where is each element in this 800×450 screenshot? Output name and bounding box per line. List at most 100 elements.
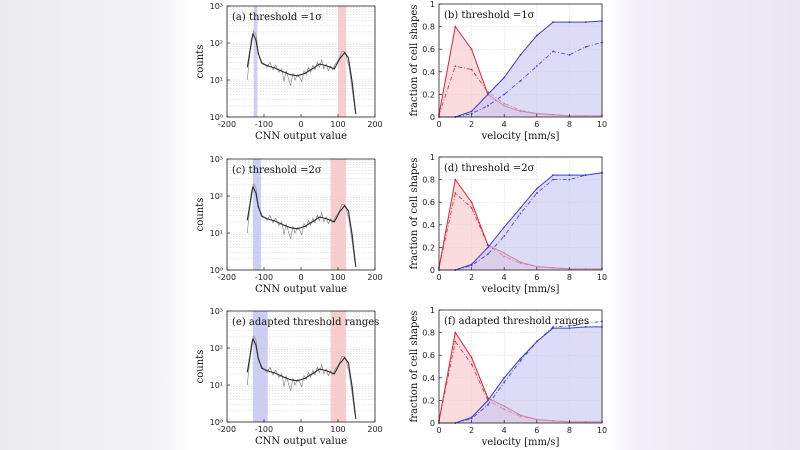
x-tick-label: 10 bbox=[597, 273, 607, 282]
data-point bbox=[584, 322, 587, 325]
panel-title: (d) threshold =2σ bbox=[444, 163, 535, 174]
data-point bbox=[568, 53, 571, 56]
y-tick-label: 0 bbox=[430, 419, 435, 428]
red-threshold-band bbox=[338, 6, 347, 117]
x-tick-label: 4 bbox=[502, 426, 507, 435]
x-tick-label: 0 bbox=[436, 273, 441, 282]
y-axis-label: fraction of cell shapes bbox=[409, 158, 420, 270]
y-tick-label: 0 bbox=[430, 266, 435, 275]
data-point bbox=[519, 206, 522, 209]
x-tick-label: -200 bbox=[218, 120, 236, 129]
data-point bbox=[535, 65, 538, 68]
x-tick-label: 0 bbox=[436, 120, 441, 129]
y-tick-label: 10⁰ bbox=[210, 266, 223, 275]
x-tick-label: -200 bbox=[218, 425, 236, 434]
x-tick-label: 10 bbox=[597, 426, 607, 435]
data-point bbox=[568, 178, 571, 181]
x-axis-label: CNN output value bbox=[255, 284, 347, 295]
y-tick-label: 10⁰ bbox=[210, 113, 223, 122]
red-area bbox=[439, 26, 602, 118]
x-tick-label: 8 bbox=[567, 273, 572, 282]
data-point bbox=[487, 104, 489, 107]
data-point bbox=[584, 46, 587, 48]
panel-title: (e) adapted threshold ranges bbox=[232, 317, 379, 328]
data-point bbox=[584, 326, 587, 328]
data-point bbox=[584, 174, 587, 176]
y-tick-label: 0.4 bbox=[422, 221, 435, 230]
y-tick-label: 0.8 bbox=[422, 329, 435, 338]
fit-curve bbox=[246, 186, 357, 268]
x-tick-label: 200 bbox=[367, 120, 382, 129]
x-tick-label: 100 bbox=[330, 425, 345, 434]
y-tick-label: 0.8 bbox=[422, 176, 435, 185]
y-tick-label: 0.2 bbox=[422, 90, 435, 99]
data-point bbox=[454, 331, 457, 334]
data-point bbox=[552, 50, 554, 53]
x-tick-label: 6 bbox=[534, 120, 539, 129]
data-point bbox=[519, 357, 522, 360]
data-point bbox=[584, 21, 587, 23]
data-point bbox=[535, 34, 538, 37]
data-point bbox=[454, 65, 457, 68]
data-point bbox=[519, 359, 522, 362]
x-tick-label: 8 bbox=[567, 120, 572, 129]
panel-f: 0 2 4 6 8 10 0 0.2 0.4 0.6 0.8 1 velocity [mm/s] frac… bbox=[409, 306, 607, 448]
panel-b: 0 2 4 6 8 10 0 0.2 0.4 0.6 0.8 1 velocity [mm/s] frac… bbox=[409, 0, 607, 142]
y-tick-label: 10² bbox=[210, 39, 223, 48]
data-point bbox=[454, 192, 457, 195]
data-point bbox=[487, 244, 489, 247]
panel-d: 0 2 4 6 8 10 0 0.2 0.4 0.6 0.8 1 velocity [mm/s] frac… bbox=[409, 153, 607, 295]
x-tick-label: -100 bbox=[255, 425, 273, 434]
data-point bbox=[503, 376, 506, 379]
data-point bbox=[470, 110, 473, 113]
y-tick-label: 10³ bbox=[210, 155, 223, 164]
data-point bbox=[470, 206, 473, 209]
y-tick-label: 10² bbox=[210, 192, 223, 201]
y-tick-label: 10³ bbox=[210, 307, 223, 316]
y-tick-label: 0.2 bbox=[422, 243, 435, 252]
data-point bbox=[503, 93, 506, 96]
y-tick-label: 1 bbox=[430, 306, 435, 315]
data-point bbox=[470, 264, 473, 267]
y-tick-label: 10² bbox=[210, 344, 223, 353]
data-point bbox=[552, 174, 554, 176]
red-estimate-line bbox=[438, 340, 602, 423]
data-point bbox=[535, 187, 538, 190]
plot-area bbox=[227, 311, 375, 422]
panel-title: (c) threshold =2σ bbox=[232, 165, 322, 176]
fit-curve bbox=[246, 338, 357, 420]
x-axis-label: CNN output value bbox=[255, 436, 347, 447]
x-axis-label: velocity [mm/s] bbox=[481, 284, 560, 295]
data-point bbox=[470, 201, 473, 204]
data-point bbox=[552, 178, 554, 181]
x-tick-label: 4 bbox=[502, 120, 507, 129]
fit-curve bbox=[246, 33, 357, 115]
data-point bbox=[487, 91, 489, 94]
data-point bbox=[470, 68, 473, 71]
y-tick-label: 10³ bbox=[210, 2, 223, 11]
y-tick-label: 0.4 bbox=[422, 68, 435, 77]
y-tick-label: 0.6 bbox=[422, 351, 435, 360]
panel-a: -200 -100 0 100 200 10⁰ 10¹ 10² 10³ CNN output va… bbox=[195, 2, 383, 142]
x-tick-label: 6 bbox=[534, 426, 539, 435]
axes-frame bbox=[438, 309, 603, 424]
x-tick-label: 0 bbox=[436, 426, 441, 435]
y-tick-label: 10¹ bbox=[210, 76, 223, 85]
x-tick-label: 10 bbox=[597, 120, 607, 129]
data-point bbox=[519, 53, 522, 56]
panel-e: -200 -100 0 100 200 10⁰ 10¹ 10² 10³ CNN output va… bbox=[195, 307, 383, 447]
data-point bbox=[568, 21, 571, 23]
y-tick-label: 0.6 bbox=[422, 45, 435, 54]
data-point bbox=[487, 246, 489, 249]
data-point bbox=[568, 174, 571, 176]
axes-frame bbox=[438, 3, 603, 118]
x-axis-label: velocity [mm/s] bbox=[481, 131, 560, 142]
x-tick-label: 4 bbox=[502, 273, 507, 282]
x-tick-label: -200 bbox=[218, 273, 236, 282]
x-axis-label: CNN output value bbox=[255, 131, 347, 142]
x-tick-label: 200 bbox=[367, 273, 382, 282]
y-tick-label: 1 bbox=[430, 153, 435, 162]
data-point bbox=[535, 340, 538, 343]
data-point bbox=[503, 226, 506, 228]
